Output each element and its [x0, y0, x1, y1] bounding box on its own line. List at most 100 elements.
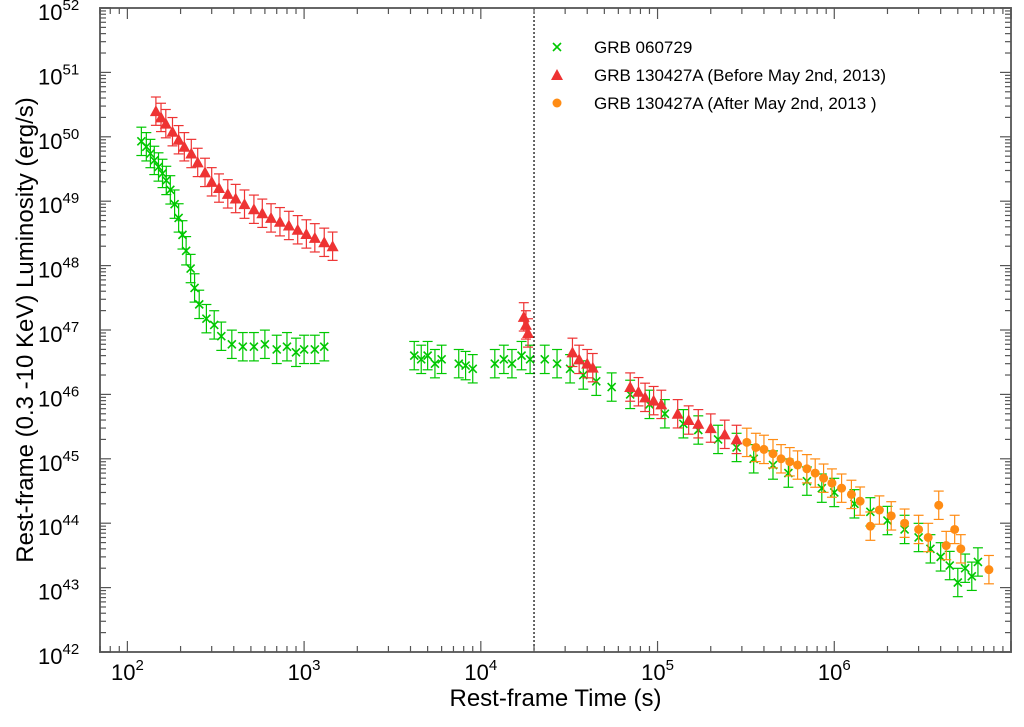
data-point	[282, 219, 295, 231]
data-point	[552, 359, 562, 369]
data-point	[310, 344, 320, 354]
data-point	[934, 500, 944, 510]
data-point	[177, 230, 188, 240]
x-marker-stroke	[238, 342, 248, 352]
data-point	[525, 354, 535, 364]
data-point	[953, 577, 963, 588]
x-marker-stroke	[945, 560, 955, 571]
data-point	[191, 156, 204, 168]
y-tick-label: 1049	[38, 190, 79, 218]
x-marker-stroke	[153, 162, 164, 172]
data-point	[201, 314, 211, 324]
data-point	[157, 168, 168, 178]
data-point	[141, 142, 151, 152]
x-marker-stroke	[174, 213, 184, 223]
series-1	[136, 126, 983, 598]
y-tick-labels: 1042 1043 1044 1045 1046 1047 1048 1049 1050 1051…	[38, 0, 79, 669]
x-marker-stroke	[525, 354, 535, 364]
axis-ticks	[99, 7, 1012, 653]
data-point	[886, 511, 896, 521]
data-point	[247, 203, 260, 215]
y-tick-label: 1047	[38, 319, 79, 347]
data-point	[718, 428, 731, 440]
x-marker-stroke	[177, 230, 188, 240]
data-point	[742, 437, 752, 447]
data-point	[199, 166, 212, 178]
x-marker-stroke	[186, 263, 196, 274]
data-point	[291, 347, 301, 357]
legend-label: GRB 130427A (After May 2nd, 2013 )	[594, 94, 877, 113]
y-tick-label: 1050	[38, 126, 79, 154]
data-point	[874, 505, 884, 515]
data-point	[291, 223, 304, 235]
x-marker-stroke	[194, 299, 204, 309]
data-point	[172, 133, 185, 145]
x-marker-stroke	[299, 344, 309, 354]
data-point	[516, 351, 527, 361]
data-point	[166, 125, 179, 137]
data-point	[153, 162, 164, 172]
data-point	[671, 407, 684, 419]
data-point	[914, 524, 924, 534]
data-point	[454, 359, 464, 369]
y-tick-label: 1048	[38, 255, 79, 283]
data-point	[802, 464, 812, 474]
data-point	[647, 394, 660, 406]
x-marker-stroke	[319, 342, 329, 352]
y-tick-label: 1052	[38, 0, 79, 25]
x-tick-labels: 102 103 104 105 106	[111, 657, 851, 685]
y-tick-label: 1051	[38, 61, 79, 89]
data-point	[155, 111, 168, 123]
data-point	[272, 344, 282, 354]
data-point	[941, 541, 951, 551]
x-marker-stroke	[136, 136, 146, 146]
data-point	[256, 207, 269, 219]
data-point	[960, 563, 970, 573]
x-marker-stroke	[149, 155, 159, 165]
x-marker-stroke	[540, 354, 550, 364]
x-marker-stroke	[201, 314, 211, 324]
legend-marker	[552, 42, 562, 52]
series-2	[149, 96, 743, 455]
data-point	[655, 398, 668, 410]
data-point	[660, 409, 670, 419]
data-point	[409, 351, 419, 361]
data-point	[855, 496, 865, 506]
data-point	[817, 483, 827, 493]
x-marker-stroke	[181, 246, 191, 256]
x-marker-stroke	[291, 347, 301, 357]
data-point	[468, 364, 478, 374]
x-marker-stroke	[430, 359, 440, 369]
data-point	[581, 357, 594, 369]
data-point	[213, 182, 226, 194]
x-tick-label: 106	[818, 657, 851, 685]
x-marker-stroke	[461, 361, 471, 371]
data-point	[945, 560, 955, 571]
x-marker-stroke	[190, 283, 200, 293]
data-point	[540, 354, 550, 364]
data-point	[507, 359, 517, 369]
x-tick-label: 102	[111, 657, 144, 685]
data-point	[282, 342, 292, 352]
x-marker-stroke	[216, 331, 226, 341]
data-point	[461, 361, 471, 371]
data-point	[227, 339, 237, 349]
x-tick-label: 103	[288, 657, 321, 685]
data-point	[984, 565, 994, 575]
x-marker-stroke	[423, 351, 433, 361]
legend-marker	[552, 98, 562, 108]
data-point	[308, 231, 321, 243]
data-point	[216, 331, 226, 341]
data-point	[923, 532, 933, 542]
x-tick-label: 104	[464, 657, 497, 685]
data-point	[229, 192, 242, 204]
x-marker-stroke	[454, 359, 464, 369]
data-point	[682, 414, 695, 426]
x-marker-stroke	[272, 344, 282, 354]
data-point	[759, 444, 769, 454]
data-point	[692, 417, 705, 429]
data-point	[265, 211, 278, 223]
x-marker-stroke	[552, 42, 562, 52]
data-point	[956, 544, 966, 554]
